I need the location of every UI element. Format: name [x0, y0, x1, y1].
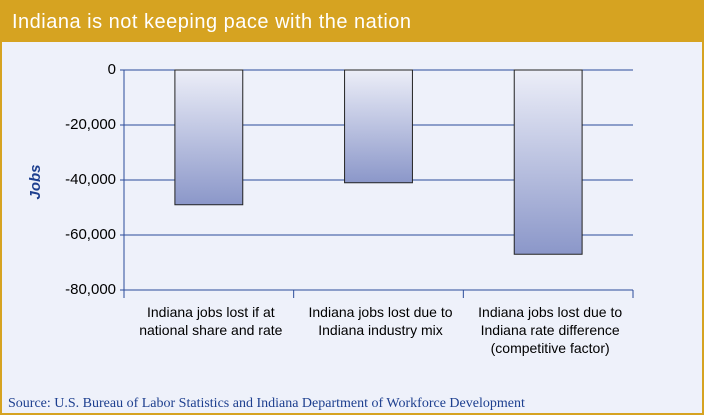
y-tick-label: 0 — [108, 61, 116, 78]
bar — [513, 69, 583, 255]
y-tick-label: -20,000 — [65, 116, 116, 133]
bar — [174, 69, 244, 206]
y-tick-label: -80,000 — [65, 281, 116, 298]
bar — [344, 69, 413, 184]
y-tick-label: -60,000 — [65, 226, 116, 243]
x-tick-label: Indiana jobs lost due to Indiana industr… — [308, 304, 453, 338]
chart-title: Indiana is not keeping pace with the nat… — [2, 2, 702, 42]
y-axis-label: Jobs — [27, 164, 44, 199]
y-tick-label: -40,000 — [65, 171, 116, 188]
x-tick-label: Indiana jobs lost due to Indiana rate di… — [478, 304, 623, 356]
x-tick-label: Indiana jobs lost if at national share a… — [139, 304, 283, 338]
source: Source: U.S. Bureau of Labor Statistics … — [8, 396, 525, 411]
